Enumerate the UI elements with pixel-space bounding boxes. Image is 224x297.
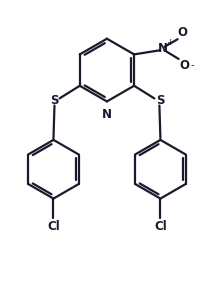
Text: O: O — [179, 59, 189, 72]
Text: N: N — [157, 42, 167, 55]
Text: Cl: Cl — [154, 220, 167, 233]
Text: N: N — [102, 108, 112, 121]
Text: Cl: Cl — [47, 220, 60, 233]
Text: +: + — [166, 38, 173, 47]
Text: S: S — [50, 94, 58, 108]
Text: -: - — [191, 60, 194, 70]
Text: S: S — [156, 94, 164, 108]
Text: O: O — [178, 26, 188, 39]
